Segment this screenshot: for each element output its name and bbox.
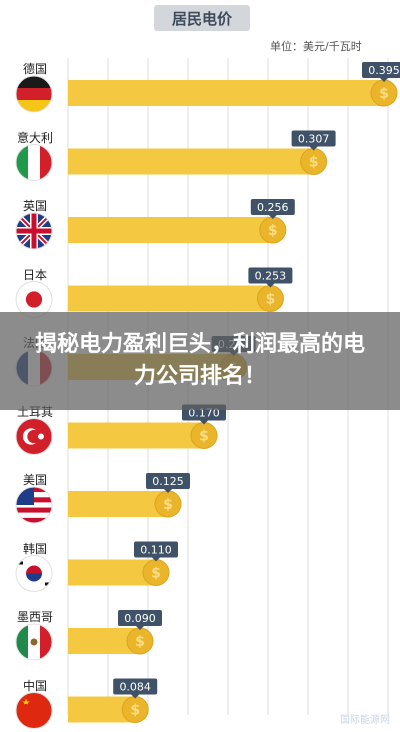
flag-stripe — [40, 144, 52, 181]
watermark-logo: 国际能源网 — [340, 715, 390, 726]
flag-outline — [15, 144, 53, 181]
chart-title: 居民电价 — [154, 5, 250, 31]
flag-outline — [15, 486, 53, 524]
value-label-pointer — [268, 215, 277, 219]
flag-outline — [15, 555, 53, 592]
value-label-pointer — [200, 420, 208, 425]
bar — [68, 491, 168, 517]
country-label: 韩国 — [22, 541, 47, 556]
flag-sun — [25, 291, 43, 308]
flag-stripe — [16, 88, 52, 100]
value-label-box — [362, 62, 400, 78]
dollar-icon: $ — [268, 223, 278, 239]
flag-icon — [16, 144, 52, 181]
headline-overlay: 揭秘电力盈利巨头，利润最高的电力公司排名！ — [0, 312, 400, 410]
value-label-box — [146, 473, 190, 489]
flag-outline — [15, 623, 53, 661]
dollar-icon: $ — [199, 429, 209, 445]
value-label-pointer — [309, 146, 318, 151]
value-label-pointer — [266, 283, 275, 288]
value-label-box — [113, 678, 158, 695]
flag-stripe — [16, 144, 28, 181]
flag-stripe — [16, 517, 52, 523]
value-label: 0.253 — [255, 270, 287, 283]
value-label-pointer — [164, 489, 172, 493]
value-label-pointer — [136, 626, 144, 630]
country-label: 英国 — [22, 199, 47, 213]
flag-icon — [16, 76, 52, 112]
bar — [68, 422, 204, 449]
bar — [68, 217, 273, 243]
flag-icon — [16, 418, 52, 455]
flag-stripe — [40, 624, 52, 660]
country-label: 意大利 — [16, 130, 53, 145]
value-label-box — [291, 130, 336, 147]
flag-icon — [16, 692, 52, 729]
flag-trigram — [45, 582, 51, 586]
value-label-box — [248, 267, 293, 284]
flag-stripe — [16, 76, 52, 88]
value-label: 0.084 — [119, 681, 151, 694]
value-label: 0.395 — [368, 64, 400, 77]
flag-field — [16, 692, 52, 729]
value-label-box — [118, 610, 162, 626]
value-label: 0.110 — [140, 544, 172, 557]
flag-cross — [31, 213, 37, 249]
flag-icon — [16, 624, 52, 660]
flag-icon — [16, 555, 52, 592]
flag-star — [38, 433, 44, 440]
flag-outline — [15, 418, 53, 455]
flag-taeguk — [26, 573, 42, 582]
value-label: 0.125 — [152, 475, 184, 488]
bar — [68, 80, 384, 106]
dollar-icon: $ — [309, 155, 319, 171]
country-label: 德国 — [22, 62, 47, 76]
value-label-pointer — [380, 78, 388, 82]
country-label: 日本 — [22, 267, 47, 282]
value-label-pointer — [131, 694, 140, 699]
dollar-icon: $ — [266, 292, 276, 308]
flag-icon — [16, 213, 52, 249]
headline-text: 揭秘电力盈利巨头，利润最高的电力公司排名！ — [35, 332, 366, 389]
flag-trigram — [17, 561, 23, 565]
value-label-box — [250, 199, 295, 215]
country-label: 中国 — [22, 678, 47, 693]
flag-emblem — [30, 638, 38, 646]
bar — [68, 559, 156, 586]
flag-taeguk — [26, 565, 42, 574]
flag-stripe — [28, 144, 40, 181]
value-label: 0.307 — [298, 133, 330, 146]
flag-stripe — [16, 507, 52, 513]
flag-outline — [15, 212, 53, 250]
country-label: 墨西哥 — [16, 610, 53, 624]
unit-label: 单位：美元/千瓦时 — [270, 40, 362, 53]
value-label: 0.256 — [257, 201, 289, 214]
country-label: 美国 — [22, 473, 47, 487]
dollar-icon: $ — [379, 86, 389, 102]
bar — [68, 285, 271, 312]
dollar-icon: $ — [135, 634, 145, 650]
flag-outline — [15, 75, 53, 113]
flag-icon — [16, 487, 52, 523]
flag-stripe — [16, 512, 52, 518]
dollar-icon: $ — [130, 703, 140, 719]
flag-stripe — [16, 624, 28, 660]
flag-outline — [15, 692, 53, 729]
dollar-icon: $ — [163, 497, 173, 513]
value-label-pointer — [152, 557, 160, 562]
flag-icon — [16, 281, 52, 318]
value-label: 0.090 — [124, 612, 156, 625]
flag-crescent — [27, 429, 41, 444]
bar — [68, 148, 314, 175]
flag-stripe — [16, 100, 52, 112]
dollar-icon: $ — [151, 566, 161, 582]
value-label-box — [134, 541, 178, 558]
flag-star — [22, 698, 30, 705]
